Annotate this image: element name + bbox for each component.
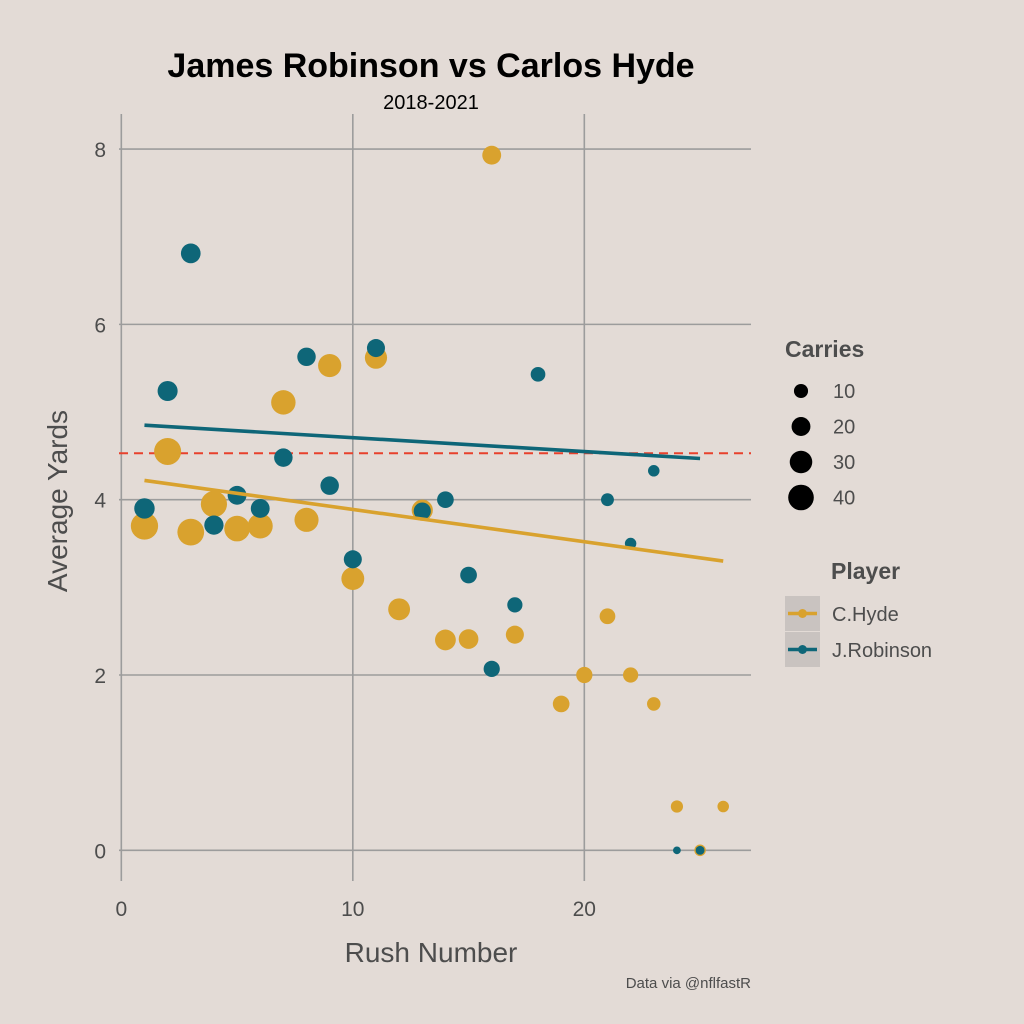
point-c-hyde (294, 507, 319, 532)
point-j-robinson (648, 465, 660, 477)
chart-subtitle: 2018-2021 (383, 92, 479, 114)
point-j-robinson (134, 498, 155, 519)
point-c-hyde (435, 629, 456, 651)
y-tick-label: 4 (94, 490, 106, 513)
axis-ticks: 0 2 4 6 8 0 10 20 (94, 139, 596, 921)
point-c-hyde (154, 437, 182, 465)
point-c-hyde (482, 145, 502, 165)
point-c-hyde (388, 598, 411, 621)
size-legend-key (789, 450, 813, 474)
point-c-hyde (247, 513, 273, 539)
series-j-robinson-points (134, 243, 705, 855)
size-legend-key (791, 417, 811, 436)
point-j-robinson (673, 846, 681, 855)
size-legend-label: 20 (833, 417, 855, 439)
x-tick-label: 0 (115, 898, 127, 921)
point-j-robinson (413, 502, 431, 520)
point-c-hyde (599, 608, 616, 625)
point-j-robinson (227, 485, 247, 505)
point-c-hyde (224, 515, 250, 542)
point-j-robinson (460, 566, 477, 584)
point-j-robinson (483, 660, 500, 677)
point-c-hyde (177, 518, 205, 546)
color-legend-label-j-robinson: J.Robinson (832, 640, 932, 662)
y-tick-label: 0 (94, 840, 106, 863)
point-j-robinson (601, 493, 614, 507)
caption: Data via @nflfastR (626, 975, 751, 992)
y-tick-label: 2 (94, 665, 106, 688)
chart-title: James Robinson vs Carlos Hyde (167, 47, 694, 85)
color-legend-dot-j-robinson (798, 645, 807, 654)
color-legend-title: Player (831, 558, 900, 584)
size-legend-label: 30 (833, 452, 855, 474)
y-tick-label: 6 (94, 314, 106, 337)
point-j-robinson (320, 476, 339, 495)
point-j-robinson (530, 367, 546, 382)
y-axis-title: Average Yards (42, 410, 73, 592)
point-c-hyde (271, 390, 296, 415)
trend-lines (144, 423, 724, 563)
point-c-hyde (623, 667, 639, 683)
point-c-hyde (130, 512, 159, 540)
point-j-robinson (507, 597, 523, 613)
point-j-robinson (366, 339, 385, 358)
point-j-robinson (157, 380, 178, 402)
point-c-hyde (552, 695, 570, 713)
point-c-hyde (341, 567, 365, 591)
size-legend-title: Carries (785, 336, 864, 362)
color-legend-dot-c-hyde (798, 609, 807, 618)
point-j-robinson (180, 243, 201, 264)
size-legend-key (788, 484, 814, 511)
point-j-robinson (274, 448, 293, 467)
color-legend-label-c-hyde: C.Hyde (832, 604, 899, 626)
point-c-hyde (505, 625, 524, 644)
point-c-hyde (318, 353, 342, 378)
point-c-hyde (717, 800, 729, 813)
size-legend: Carries 10 20 30 40 (785, 336, 864, 511)
color-legend: Player C.Hyde J.Robinson (785, 558, 932, 667)
point-c-hyde (458, 629, 479, 649)
point-c-hyde (670, 800, 684, 813)
size-legend-label: 10 (833, 381, 855, 403)
x-tick-label: 20 (573, 898, 596, 921)
point-c-hyde (647, 697, 661, 711)
point-j-robinson (695, 845, 705, 855)
size-legend-label: 40 (833, 488, 855, 510)
size-legend-key (793, 383, 809, 399)
trend-line-j-robinson (144, 423, 701, 461)
y-tick-label: 8 (94, 139, 106, 162)
point-j-robinson (250, 499, 270, 518)
point-c-hyde (576, 666, 593, 684)
trend-line-c-hyde (144, 478, 724, 563)
point-j-robinson (437, 491, 454, 509)
point-j-robinson (297, 347, 316, 367)
point-c-hyde (200, 490, 228, 518)
x-axis-title: Rush Number (345, 937, 518, 968)
x-tick-label: 10 (341, 898, 364, 921)
point-j-robinson (343, 550, 362, 569)
point-j-robinson (204, 515, 224, 535)
series-c-hyde-points (130, 145, 729, 857)
